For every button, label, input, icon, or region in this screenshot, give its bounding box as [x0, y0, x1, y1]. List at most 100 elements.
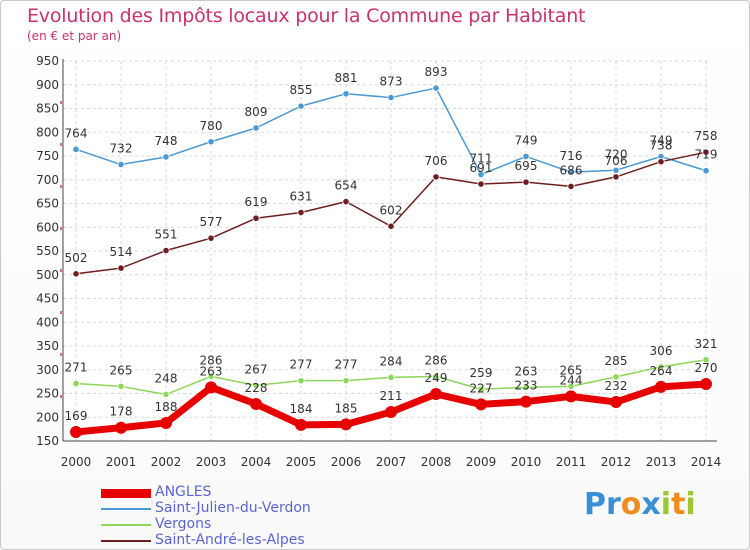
y-tick-label: 150	[36, 434, 59, 448]
y-tick-label: 450	[36, 292, 59, 306]
logo-letter: P	[584, 487, 606, 522]
data-label: 551	[155, 228, 178, 242]
data-point	[207, 234, 215, 242]
data-point	[207, 372, 215, 380]
data-label: 228	[245, 381, 268, 395]
data-point	[297, 208, 305, 217]
data-point	[250, 397, 262, 410]
data-point	[342, 198, 350, 206]
data-point	[387, 373, 395, 381]
data-label: 780	[200, 119, 223, 133]
data-label: 758	[695, 129, 718, 143]
data-label: 285	[605, 354, 628, 368]
data-label: 267	[245, 362, 268, 376]
data-point	[117, 160, 125, 169]
data-point	[117, 264, 125, 272]
data-label: 764	[65, 126, 88, 140]
data-label: 855	[290, 83, 313, 97]
data-label: 631	[290, 190, 313, 204]
data-point	[115, 421, 127, 434]
data-point	[72, 145, 80, 153]
data-point	[342, 90, 350, 98]
data-point	[522, 152, 530, 161]
data-label: 277	[335, 358, 358, 372]
data-point	[477, 170, 485, 179]
x-tick-label: 2010	[511, 455, 542, 469]
data-label: 809	[245, 105, 268, 119]
data-label: 259	[470, 366, 493, 380]
data-point	[520, 395, 532, 408]
data-point	[252, 124, 260, 132]
x-tick-label: 2005	[286, 455, 317, 469]
data-label: 211	[380, 389, 403, 403]
data-point	[700, 378, 712, 390]
data-point	[657, 363, 665, 371]
data-point	[477, 385, 485, 393]
data-label: 748	[155, 134, 178, 148]
data-label: 263	[515, 364, 538, 378]
proxiti-logo: Proxiti	[584, 487, 696, 522]
legend-label: Saint-André-les-Alpes	[155, 532, 305, 548]
x-tick-label: 2006	[331, 455, 362, 469]
y-tick-label: 350	[36, 339, 59, 353]
data-point	[612, 373, 620, 381]
chart-subtitle: (en € et par an)	[27, 29, 122, 43]
y-tick-label: 950	[36, 54, 59, 68]
data-point	[295, 418, 307, 431]
data-label: 286	[425, 353, 448, 367]
data-point	[385, 406, 397, 419]
data-label: 169	[65, 409, 88, 423]
logo-letter: x	[641, 487, 661, 522]
data-label: 265	[560, 363, 583, 377]
data-label: 602	[380, 203, 403, 217]
x-tick-label: 2000	[61, 455, 92, 469]
y-tick-label: 700	[36, 173, 59, 187]
data-point	[655, 380, 667, 393]
legend-label: ANGLES	[155, 484, 212, 500]
data-point	[567, 182, 575, 190]
y-tick-label: 300	[36, 363, 59, 377]
data-point	[477, 180, 485, 188]
data-point	[342, 377, 350, 385]
data-label: 738	[650, 139, 673, 153]
x-tick-label: 2011	[556, 455, 587, 469]
x-tick-label: 2013	[646, 455, 677, 469]
legend-label: Vergons	[155, 516, 212, 532]
logo-letter: i	[685, 487, 696, 522]
data-label: 233	[515, 379, 538, 393]
x-tick-label: 2007	[376, 455, 407, 469]
y-tick-label: 850	[36, 102, 59, 116]
data-point	[475, 398, 487, 411]
data-point	[162, 246, 170, 255]
y-tick-label: 750	[36, 149, 59, 163]
logo-letter: t	[671, 487, 686, 522]
y-tick-label: 500	[36, 268, 59, 282]
data-point	[612, 173, 620, 181]
data-label: 706	[425, 154, 448, 168]
data-label: 720	[605, 147, 628, 161]
x-tick-label: 2003	[196, 455, 227, 469]
data-label: 893	[425, 65, 448, 79]
data-point	[432, 372, 440, 380]
data-label: 185	[335, 401, 358, 415]
data-label: 686	[560, 163, 583, 177]
data-label: 277	[290, 358, 313, 372]
x-tick-label: 2012	[601, 455, 632, 469]
y-tick-label: 800	[36, 125, 59, 139]
data-point	[252, 214, 260, 222]
data-label: 248	[155, 371, 178, 385]
data-point	[702, 356, 710, 364]
y-tick-label: 900	[36, 78, 59, 92]
data-point	[432, 173, 440, 181]
y-tick-label: 250	[36, 387, 59, 401]
logo-letter: i	[660, 487, 672, 522]
x-tick-label: 2014	[691, 455, 722, 469]
data-label: 284	[380, 354, 403, 368]
data-point	[657, 158, 665, 166]
data-label: 306	[650, 344, 673, 358]
data-label: 263	[200, 364, 223, 378]
data-label: 188	[155, 400, 178, 414]
data-label: 264	[650, 364, 673, 378]
